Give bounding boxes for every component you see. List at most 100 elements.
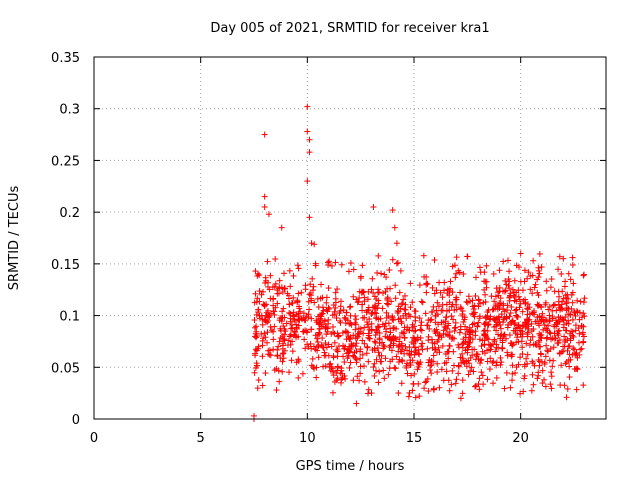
data-point bbox=[348, 340, 355, 347]
data-point bbox=[272, 304, 279, 311]
data-point bbox=[270, 328, 277, 335]
data-point bbox=[496, 267, 503, 274]
data-point bbox=[459, 344, 466, 351]
data-point bbox=[392, 365, 399, 372]
data-point bbox=[278, 314, 285, 321]
data-point bbox=[303, 328, 310, 335]
data-point bbox=[304, 103, 311, 110]
data-point bbox=[418, 298, 425, 305]
data-point bbox=[359, 337, 366, 344]
data-point bbox=[462, 330, 469, 337]
data-point bbox=[465, 371, 472, 378]
data-point bbox=[425, 317, 432, 324]
data-point bbox=[411, 370, 418, 377]
data-point bbox=[543, 287, 550, 294]
data-point bbox=[353, 316, 360, 323]
data-point bbox=[476, 386, 483, 393]
data-point bbox=[529, 333, 536, 340]
data-point bbox=[480, 381, 487, 388]
data-point bbox=[331, 339, 338, 346]
data-point bbox=[450, 362, 457, 369]
data-point bbox=[538, 351, 545, 358]
data-point bbox=[259, 321, 266, 328]
data-point bbox=[304, 178, 311, 185]
data-point bbox=[301, 316, 308, 323]
data-point bbox=[296, 305, 303, 312]
data-point bbox=[357, 363, 364, 370]
data-point bbox=[542, 353, 549, 360]
x-tick-label: 10 bbox=[299, 431, 316, 446]
data-point bbox=[315, 304, 322, 311]
data-point bbox=[350, 377, 357, 384]
data-point bbox=[439, 307, 446, 314]
data-point bbox=[261, 302, 268, 309]
data-point bbox=[279, 345, 286, 352]
data-point bbox=[545, 306, 552, 313]
data-point bbox=[353, 340, 360, 347]
data-point bbox=[564, 304, 571, 311]
data-point bbox=[346, 364, 353, 371]
data-point bbox=[523, 355, 530, 362]
data-point bbox=[398, 357, 405, 364]
data-point bbox=[365, 323, 372, 330]
data-point bbox=[581, 295, 588, 302]
data-point bbox=[490, 380, 497, 387]
data-point bbox=[457, 289, 464, 296]
data-point bbox=[569, 261, 576, 268]
data-point bbox=[355, 298, 362, 305]
data-point bbox=[516, 325, 523, 332]
data-point bbox=[536, 343, 543, 350]
data-point bbox=[289, 325, 296, 332]
data-point bbox=[570, 280, 577, 287]
data-point bbox=[278, 224, 285, 231]
data-point bbox=[325, 341, 332, 348]
data-point bbox=[425, 359, 432, 366]
data-point bbox=[255, 309, 262, 316]
data-point bbox=[525, 269, 532, 276]
data-point bbox=[493, 359, 500, 366]
data-point bbox=[455, 370, 462, 377]
data-point bbox=[422, 379, 429, 386]
data-point bbox=[459, 350, 466, 357]
data-point bbox=[359, 301, 366, 308]
data-point bbox=[313, 335, 320, 342]
data-point bbox=[530, 381, 537, 388]
data-point bbox=[393, 260, 400, 267]
data-point bbox=[385, 371, 392, 378]
data-point bbox=[374, 323, 381, 330]
data-point bbox=[251, 317, 258, 324]
data-point bbox=[386, 365, 393, 372]
data-point bbox=[326, 258, 333, 265]
data-point bbox=[555, 339, 562, 346]
data-point bbox=[494, 289, 501, 296]
data-point bbox=[457, 304, 464, 311]
data-point bbox=[262, 279, 269, 286]
data-point bbox=[396, 289, 403, 296]
data-point bbox=[264, 329, 271, 336]
data-point bbox=[536, 322, 543, 329]
data-point bbox=[424, 375, 431, 382]
y-tick-label: 0.2 bbox=[59, 206, 80, 221]
data-point bbox=[273, 387, 280, 394]
data-point bbox=[466, 340, 473, 347]
data-point bbox=[429, 339, 436, 346]
data-point bbox=[580, 310, 587, 317]
data-point bbox=[398, 301, 405, 308]
data-point bbox=[342, 375, 349, 382]
data-point bbox=[519, 287, 526, 294]
y-tick-label: 0.35 bbox=[51, 51, 80, 66]
data-point bbox=[557, 305, 564, 312]
data-point bbox=[289, 300, 296, 307]
data-point bbox=[539, 310, 546, 317]
data-point bbox=[368, 320, 375, 327]
data-point bbox=[324, 328, 331, 335]
data-point bbox=[412, 314, 419, 321]
data-point bbox=[446, 287, 453, 294]
data-point bbox=[453, 376, 460, 383]
data-point bbox=[498, 311, 505, 318]
data-point bbox=[512, 307, 519, 314]
data-point bbox=[501, 385, 508, 392]
data-point bbox=[290, 294, 297, 301]
data-point bbox=[425, 388, 432, 395]
data-point bbox=[308, 295, 315, 302]
